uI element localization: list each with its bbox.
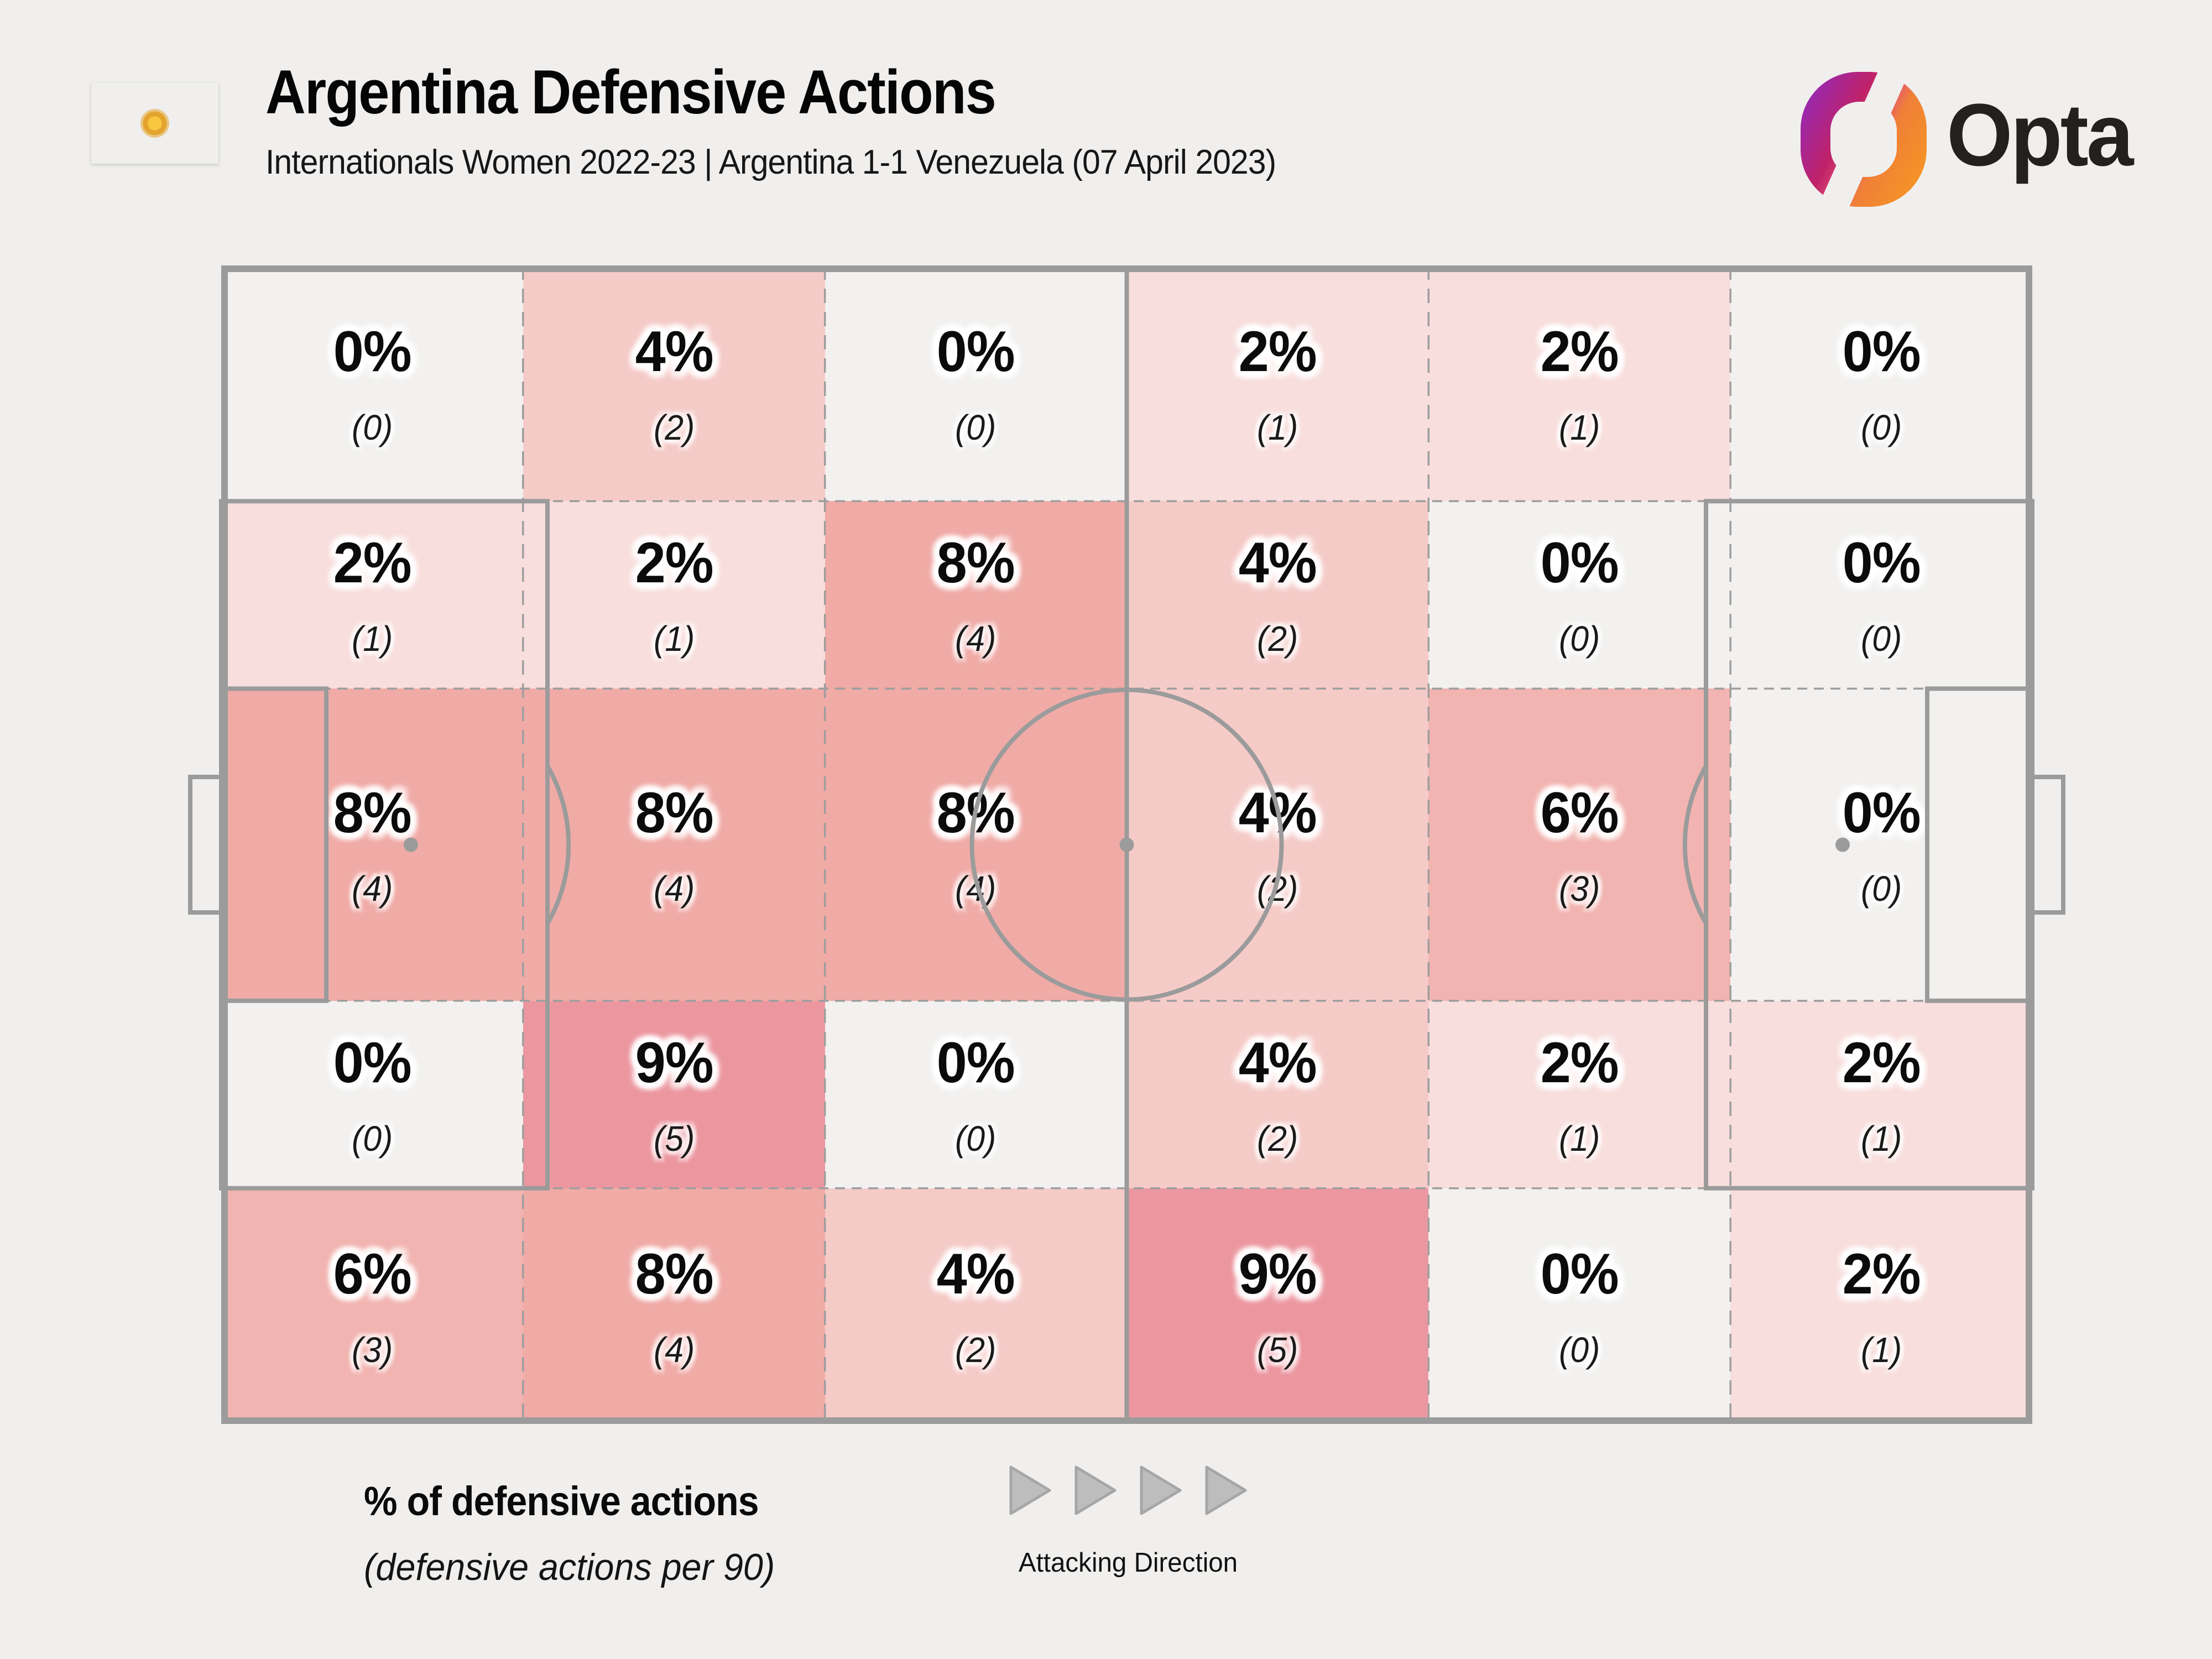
left-goal-area	[221, 688, 326, 1000]
opta-logo-hole	[1830, 102, 1897, 177]
left-penalty-spot	[404, 838, 418, 852]
pitch-markings	[221, 265, 2032, 1424]
left-goal	[190, 777, 221, 912]
attacking-direction-label: Attacking Direction	[983, 1547, 1273, 1578]
legend-primary: % of defensive actions	[364, 1478, 762, 1525]
centre-spot	[1120, 838, 1134, 852]
opta-logo-icon	[1801, 72, 1927, 207]
infographic-canvas: Argentina Defensive Actions Internationa…	[0, 0, 2212, 1659]
legend-secondary: (defensive actions per 90)	[364, 1546, 775, 1589]
flag-stripe-bottom	[91, 137, 218, 164]
opta-logo-text: Opta	[1947, 84, 2132, 186]
right-penalty-area	[1706, 501, 2032, 1188]
pitch-spots	[404, 838, 1850, 852]
right-goal-area	[1927, 688, 2032, 1000]
argentina-flag	[91, 83, 218, 164]
right-goal	[2032, 777, 2063, 912]
pitch-heatmap: 0%(0)4%(2)0%(0)2%(1)2%(1)0%(0)2%(1)2%(1)…	[221, 265, 2032, 1424]
page-subtitle: Internationals Women 2022-23 | Argentina…	[265, 143, 1276, 182]
header-titles: Argentina Defensive Actions Internationa…	[265, 57, 1329, 182]
flag-sun-icon	[140, 109, 169, 138]
left-penalty-arc	[547, 766, 568, 924]
attacking-direction-arrows-icon	[1009, 1465, 1247, 1515]
right-penalty-arc	[1685, 766, 1706, 924]
page-title: Argentina Defensive Actions	[265, 57, 1223, 128]
right-penalty-spot	[1835, 838, 1850, 852]
flag-stripe-top	[91, 83, 218, 110]
legend: % of defensive actions (defensive action…	[364, 1478, 796, 1589]
attacking-direction: Attacking Direction	[979, 1465, 1277, 1578]
left-penalty-area	[221, 501, 547, 1188]
